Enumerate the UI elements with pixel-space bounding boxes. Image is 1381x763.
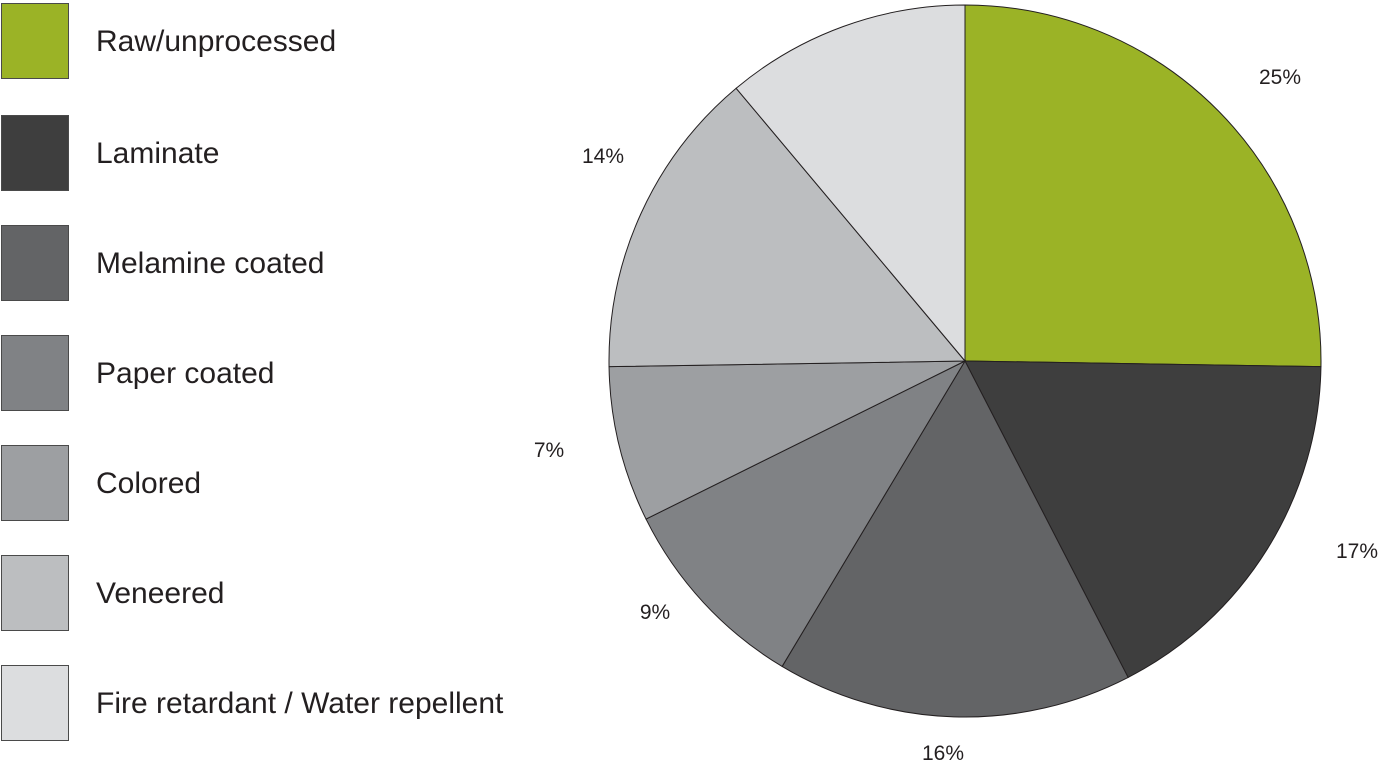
slice-value-label: 14% bbox=[582, 145, 624, 168]
slice-value-label: 16% bbox=[922, 742, 964, 763]
pie-slice bbox=[965, 5, 1321, 367]
slice-value-label: 17% bbox=[1336, 540, 1378, 563]
slice-value-label: 7% bbox=[534, 439, 564, 462]
slice-value-label: 9% bbox=[640, 601, 670, 624]
slice-value-label: 25% bbox=[1259, 66, 1301, 89]
